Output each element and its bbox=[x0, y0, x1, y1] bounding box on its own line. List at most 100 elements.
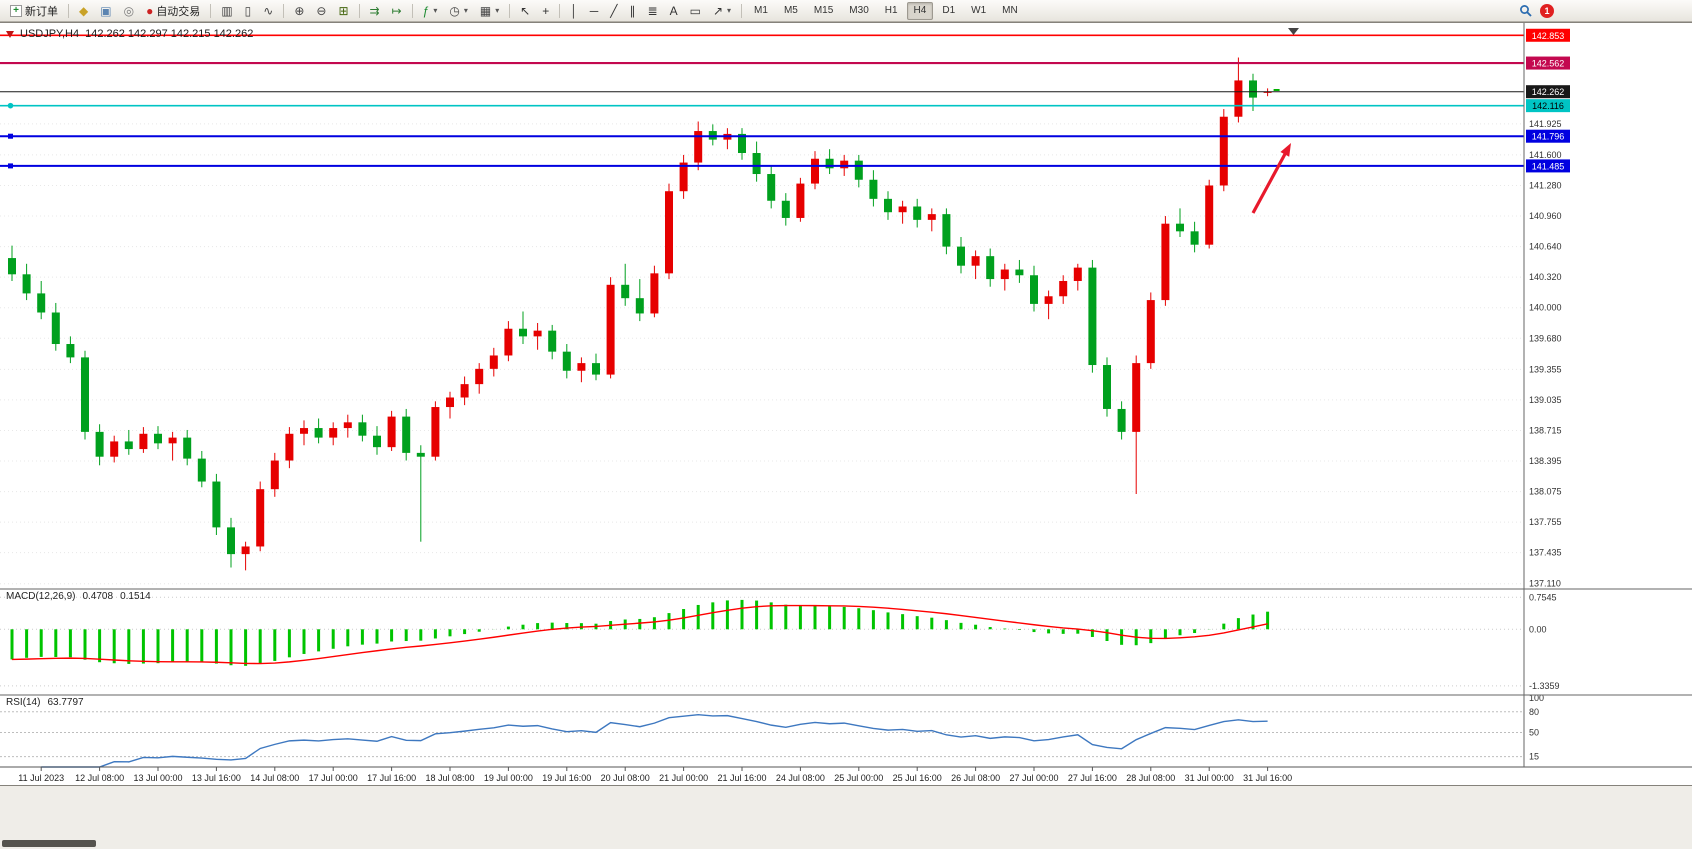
line-chart-button[interactable]: ∿ bbox=[258, 2, 278, 20]
price-box bbox=[1526, 56, 1570, 70]
tf-m5[interactable]: M5 bbox=[777, 2, 805, 20]
line-handle[interactable] bbox=[8, 133, 13, 139]
candle-body bbox=[811, 158, 819, 184]
auto-trading-button[interactable]: ● 自动交易 bbox=[141, 2, 205, 20]
chart-ohlc-values: 142.262 142.297 142.215 142.262 bbox=[85, 28, 254, 40]
candle-body bbox=[1190, 231, 1199, 245]
crosshair-button[interactable]: + bbox=[537, 2, 554, 20]
price-scale-label: 140.640 bbox=[1529, 242, 1562, 252]
zoom-out-button[interactable]: ⊖ bbox=[311, 2, 331, 20]
periods-button[interactable]: ◷ ▾ bbox=[444, 2, 473, 20]
toolbar-right: 1 bbox=[1518, 3, 1554, 19]
tf-m15[interactable]: M15 bbox=[807, 2, 840, 20]
text-button[interactable]: A bbox=[665, 2, 683, 20]
auto-trading-icon: ● bbox=[146, 3, 154, 18]
tf-m1[interactable]: M1 bbox=[747, 2, 775, 20]
candle-body bbox=[446, 397, 454, 408]
price-scale-label: 141.925 bbox=[1529, 119, 1562, 129]
candle-body bbox=[1263, 91, 1272, 93]
zoom-in-button[interactable]: ⊕ bbox=[289, 2, 309, 20]
tf-h4[interactable]: H4 bbox=[906, 1, 934, 20]
toolbar-separator bbox=[210, 3, 212, 18]
candle-body bbox=[1059, 280, 1068, 297]
candle-body bbox=[621, 284, 630, 299]
candle-body bbox=[986, 256, 995, 280]
candle-body bbox=[884, 198, 892, 213]
auto-scroll-button[interactable]: ⇉ bbox=[365, 2, 385, 20]
candlestick-chart-button[interactable]: ▯ bbox=[240, 2, 257, 20]
time-axis-label: 19 Jul 16:00 bbox=[542, 773, 591, 783]
candle-body bbox=[22, 274, 31, 294]
candle-body bbox=[1176, 223, 1184, 232]
time-axis-label: 31 Jul 00:00 bbox=[1185, 773, 1234, 783]
search-icon[interactable] bbox=[1518, 3, 1534, 19]
price-scale-label: 137.110 bbox=[1529, 579, 1561, 589]
candle-body bbox=[577, 363, 586, 371]
text-label-button[interactable]: ▭ bbox=[685, 2, 706, 20]
candle-body bbox=[796, 183, 805, 218]
toolbar-separator bbox=[559, 3, 561, 18]
candle-body bbox=[285, 433, 294, 461]
vertical-line-button[interactable]: │ bbox=[565, 2, 583, 20]
chart-window[interactable]: 141.925 141.600 141.280 140.960 140.640 140.3… bbox=[0, 22, 1692, 786]
indicators-button[interactable]: ƒ ▾ bbox=[418, 2, 443, 20]
macd-label: MACD(12,26,9) 0.4708 0.1514 bbox=[6, 591, 151, 602]
trendline-icon: ╱ bbox=[610, 3, 618, 18]
market-button[interactable]: ▣ bbox=[95, 2, 116, 20]
candle-body bbox=[1103, 365, 1111, 409]
fibonacci-button[interactable]: ≣ bbox=[643, 2, 663, 20]
candle-body bbox=[854, 160, 863, 180]
price-scale-label: 139.680 bbox=[1529, 333, 1562, 343]
chart-canvas[interactable]: 141.925 141.600 141.280 140.960 140.640 140.3… bbox=[0, 23, 1692, 785]
candle-body bbox=[971, 256, 980, 266]
candle-body bbox=[840, 160, 849, 169]
price-scale-label: 138.075 bbox=[1529, 487, 1562, 497]
indicators-icon: ƒ bbox=[422, 3, 430, 18]
candle-body bbox=[227, 527, 235, 555]
tf-m30[interactable]: M30 bbox=[842, 2, 875, 20]
tf-mn[interactable]: MN bbox=[995, 2, 1025, 20]
channel-button[interactable]: ∥ bbox=[625, 2, 641, 20]
fibonacci-icon: ≣ bbox=[647, 3, 658, 18]
candle-body bbox=[679, 162, 688, 192]
candle-body bbox=[869, 179, 878, 199]
candle-body bbox=[241, 546, 250, 555]
new-order-button[interactable]: + 新订单 bbox=[5, 2, 63, 20]
notification-badge[interactable]: 1 bbox=[1540, 4, 1554, 18]
toolbar-separator bbox=[411, 3, 413, 18]
time-axis-label: 18 Jul 08:00 bbox=[425, 773, 474, 783]
line-handle[interactable] bbox=[7, 102, 14, 109]
h-scrollbar-thumb[interactable] bbox=[2, 840, 96, 847]
tf-h1[interactable]: H1 bbox=[878, 2, 905, 20]
dropdown-arrow-icon: ▾ bbox=[727, 6, 732, 15]
price-box bbox=[1526, 28, 1570, 42]
templates-icon: ▦ bbox=[479, 3, 492, 18]
trend-arrow-annotation[interactable] bbox=[1251, 153, 1287, 214]
periods-icon: ◷ bbox=[449, 3, 460, 18]
tf-d1[interactable]: D1 bbox=[935, 2, 962, 20]
macd-scale-label: -1.3359 bbox=[1529, 681, 1560, 691]
tf-w1[interactable]: W1 bbox=[964, 2, 993, 20]
signals-button[interactable]: ◎ bbox=[119, 2, 139, 20]
templates-button[interactable]: ▦ ▾ bbox=[475, 2, 504, 20]
macd-scale-label: 0.7545 bbox=[1529, 592, 1557, 602]
trendline-button[interactable]: ╱ bbox=[605, 2, 622, 20]
time-axis-label: 27 Jul 00:00 bbox=[1009, 773, 1058, 783]
candle-body bbox=[358, 422, 367, 436]
line-handle[interactable] bbox=[8, 163, 13, 169]
rsi-name: RSI(14) bbox=[6, 697, 41, 708]
expert-advisors-button[interactable]: ◆ bbox=[74, 2, 93, 20]
trend-arrow-head[interactable] bbox=[1280, 143, 1291, 157]
text-icon: A bbox=[669, 3, 678, 18]
arrows-tool-button[interactable]: ↗ ▾ bbox=[708, 2, 736, 20]
horizontal-line-button[interactable]: ─ bbox=[585, 2, 604, 20]
cursor-button[interactable]: ↖ bbox=[515, 2, 535, 20]
chart-shift-button[interactable]: ↦ bbox=[387, 2, 407, 20]
rsi-value: 63.7797 bbox=[47, 697, 84, 708]
candle-body bbox=[168, 437, 177, 444]
candle-body bbox=[387, 416, 396, 448]
tile-windows-button[interactable]: ⊞ bbox=[333, 2, 353, 20]
candle-body bbox=[1219, 116, 1228, 186]
time-axis-label: 27 Jul 16:00 bbox=[1068, 773, 1117, 783]
bar-chart-button[interactable]: ▥ bbox=[216, 2, 237, 20]
